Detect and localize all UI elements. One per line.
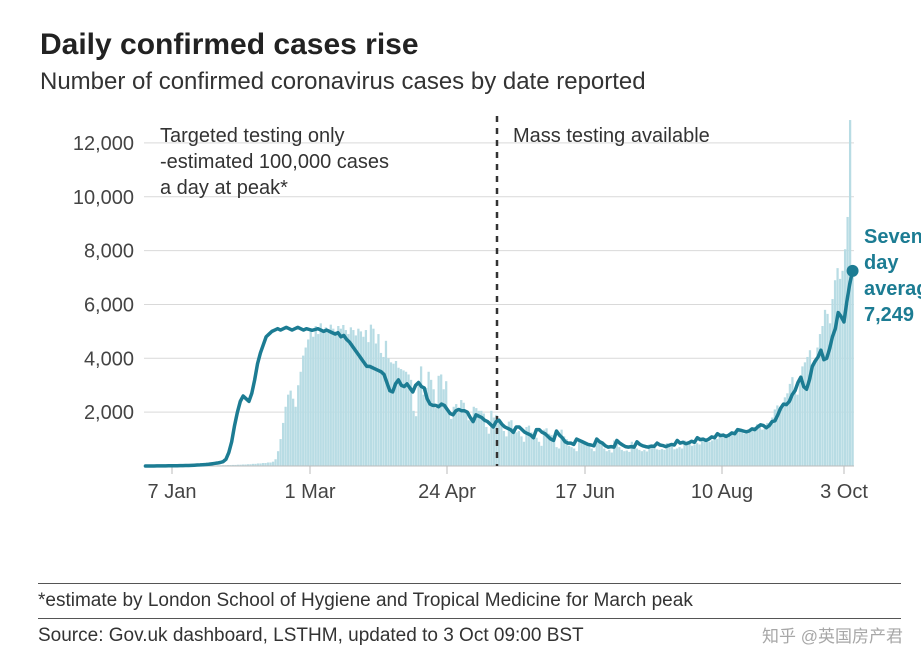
svg-text:4,000: 4,000: [84, 348, 134, 370]
svg-text:24 Apr: 24 Apr: [418, 481, 476, 503]
chart-area: 2,000 4,000 6,000 8,000 10,000 12,000 7 Jan 1 M…: [40, 116, 901, 529]
svg-text:3 Oct: 3 Oct: [820, 481, 868, 503]
annotation-targeted-testing: Targeted testing only-estimated 100,000 …: [160, 123, 389, 201]
svg-text:10,000: 10,000: [73, 187, 134, 209]
avg-line2: average:: [864, 276, 921, 302]
svg-text:17 Jun: 17 Jun: [555, 481, 615, 503]
svg-text:2,000: 2,000: [84, 402, 134, 424]
svg-text:7 Jan: 7 Jan: [148, 481, 197, 503]
chart-title: Daily confirmed cases rise: [40, 28, 901, 62]
footnote: *estimate by London School of Hygiene an…: [38, 583, 901, 612]
svg-text:6,000: 6,000: [84, 294, 134, 316]
watermark: 知乎 @英国房产君: [762, 622, 903, 647]
avg-line3: 7,249: [864, 302, 921, 328]
avg-line1: Seven-day: [864, 224, 921, 276]
chart-subtitle: Number of confirmed coronavirus cases by…: [40, 68, 901, 96]
annotation-mass-testing: Mass testing available: [513, 123, 710, 149]
seven-day-average-label: Seven-day average: 7,249: [864, 224, 921, 328]
svg-text:8,000: 8,000: [84, 241, 134, 263]
svg-text:10 Aug: 10 Aug: [691, 481, 753, 503]
svg-text:1 Mar: 1 Mar: [284, 481, 335, 503]
svg-text:12,000: 12,000: [73, 133, 134, 155]
